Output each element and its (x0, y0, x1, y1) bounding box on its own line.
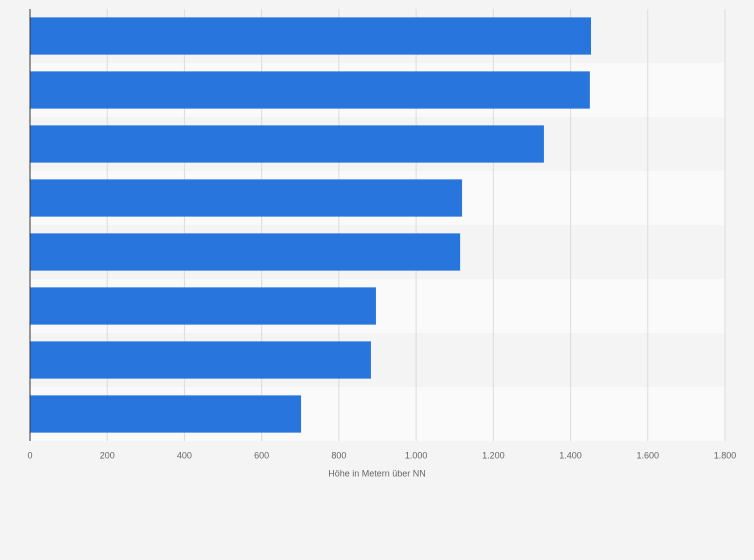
x-tick-label: 1.600 (637, 450, 660, 460)
x-tick-label: 400 (177, 450, 192, 460)
bar (30, 395, 302, 433)
x-tick-label: 200 (100, 450, 115, 460)
bar (30, 233, 461, 271)
x-tick-label: 1.800 (714, 450, 737, 460)
x-axis-label: Höhe in Metern über NN (328, 468, 426, 478)
bar (30, 341, 371, 379)
x-tick-label: 1.400 (559, 450, 582, 460)
bar (30, 125, 544, 163)
bar (30, 71, 590, 109)
bar (30, 287, 376, 325)
x-tick-label: 800 (331, 450, 346, 460)
x-tick-label: 1.200 (482, 450, 505, 460)
bar (30, 17, 592, 55)
bar (30, 179, 463, 217)
x-tick-label: 1.000 (405, 450, 428, 460)
x-tick-label: 0 (27, 450, 32, 460)
x-tick-label: 600 (254, 450, 269, 460)
